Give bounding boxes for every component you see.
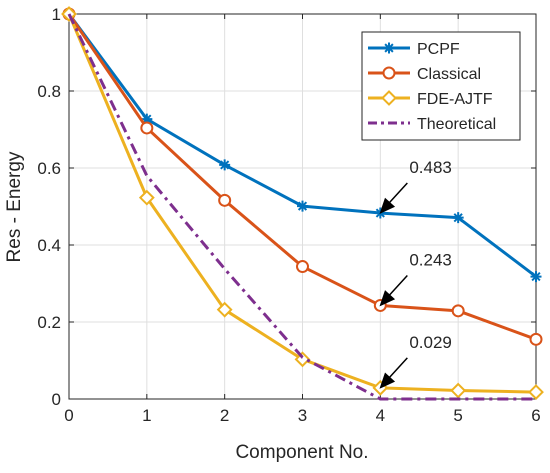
data-point-fde-ajtf (138, 189, 155, 206)
y-tick-label: 0.6 (37, 159, 61, 178)
series-theoretical (67, 13, 536, 401)
x-tick-label: 2 (220, 406, 229, 425)
data-point-classical (296, 260, 309, 274)
legend: PCPF Classical FDE-AJTF Theoretical (361, 31, 521, 141)
annotation: 0.029 (379, 333, 452, 389)
data-point-classical (140, 121, 154, 135)
y-tick-label: 0.4 (37, 236, 61, 255)
series-lines (61, 6, 544, 401)
legend-label-classical: Classical (417, 66, 481, 83)
annotation-arrowhead (379, 197, 396, 214)
annotation: 0.483 (379, 158, 452, 214)
data-point-classical (218, 193, 232, 207)
legend-marker-pcpf (383, 42, 395, 54)
x-tick-label: 0 (64, 406, 73, 425)
series-classical (62, 7, 543, 346)
annotation-arrowhead (379, 290, 396, 307)
data-point-pcpf (452, 212, 464, 224)
legend-label-pcpf: PCPF (417, 41, 460, 58)
data-point-fde-ajtf (450, 382, 467, 399)
y-tick-label: 1 (52, 5, 61, 24)
x-tick-label: 3 (298, 406, 307, 425)
data-point-fde-ajtf (294, 351, 311, 368)
x-tick-label: 6 (531, 406, 540, 425)
legend-label-fde-ajtf: FDE-AJTF (417, 91, 493, 108)
data-point-pcpf (141, 113, 153, 125)
annotation-label: 0.483 (409, 158, 452, 177)
series-fde-ajtf (61, 6, 544, 400)
annotation-label: 0.029 (409, 333, 452, 352)
legend-item-pcpf: PCPF (368, 41, 460, 58)
legend-item-fde-ajtf: FDE-AJTF (368, 90, 493, 108)
annotation-label: 0.243 (409, 250, 452, 269)
annotations: 0.483 0.243 0.029 (379, 158, 452, 389)
data-point-pcpf (530, 271, 542, 283)
legend-label-theoretical: Theoretical (417, 116, 496, 133)
data-point-classical (529, 332, 543, 346)
x-axis-title: Component No. (235, 442, 368, 463)
data-point-fde-ajtf (216, 301, 233, 318)
annotation-arrowhead (379, 372, 396, 389)
data-point-classical (451, 304, 465, 318)
y-tick-label: 0 (52, 390, 61, 409)
data-point-pcpf (297, 200, 308, 212)
x-tick-label: 5 (453, 406, 462, 425)
legend-marker-classical (382, 66, 396, 80)
y-tick-label: 0.8 (37, 82, 61, 101)
data-point-pcpf (219, 159, 231, 171)
legend-item-theoretical: Theoretical (368, 116, 496, 133)
y-tick-label: 0.2 (37, 313, 61, 332)
y-axis-title: Res - Energy (4, 151, 25, 262)
legend-marker-fde-ajtf (381, 90, 397, 106)
axes: 0 1 2 3 4 5 6 0 0.2 0.4 0.6 0.8 1 (37, 5, 540, 425)
legend-item-classical: Classical (368, 66, 481, 83)
series-line-theoretical (67, 13, 536, 401)
annotation: 0.243 (379, 250, 452, 307)
x-tick-label: 1 (142, 406, 151, 425)
x-tick-label: 4 (376, 406, 385, 425)
data-point-fde-ajtf (528, 384, 544, 400)
